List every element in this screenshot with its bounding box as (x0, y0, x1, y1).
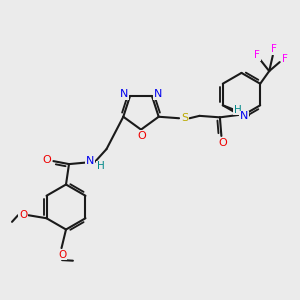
Text: O: O (58, 250, 66, 260)
Text: N: N (86, 156, 94, 167)
Text: N: N (154, 89, 162, 100)
Text: N: N (240, 111, 248, 122)
Text: H: H (97, 161, 104, 171)
Text: O: O (19, 210, 27, 220)
Text: F: F (282, 54, 288, 64)
Text: O: O (42, 154, 51, 165)
Text: S: S (181, 112, 188, 123)
Text: O: O (19, 210, 27, 220)
Text: F: F (272, 44, 277, 54)
Text: F: F (254, 50, 260, 60)
Text: H: H (234, 104, 242, 115)
Text: O: O (58, 250, 66, 260)
Text: O: O (218, 137, 227, 148)
Text: O: O (137, 130, 146, 141)
Text: N: N (120, 89, 128, 100)
